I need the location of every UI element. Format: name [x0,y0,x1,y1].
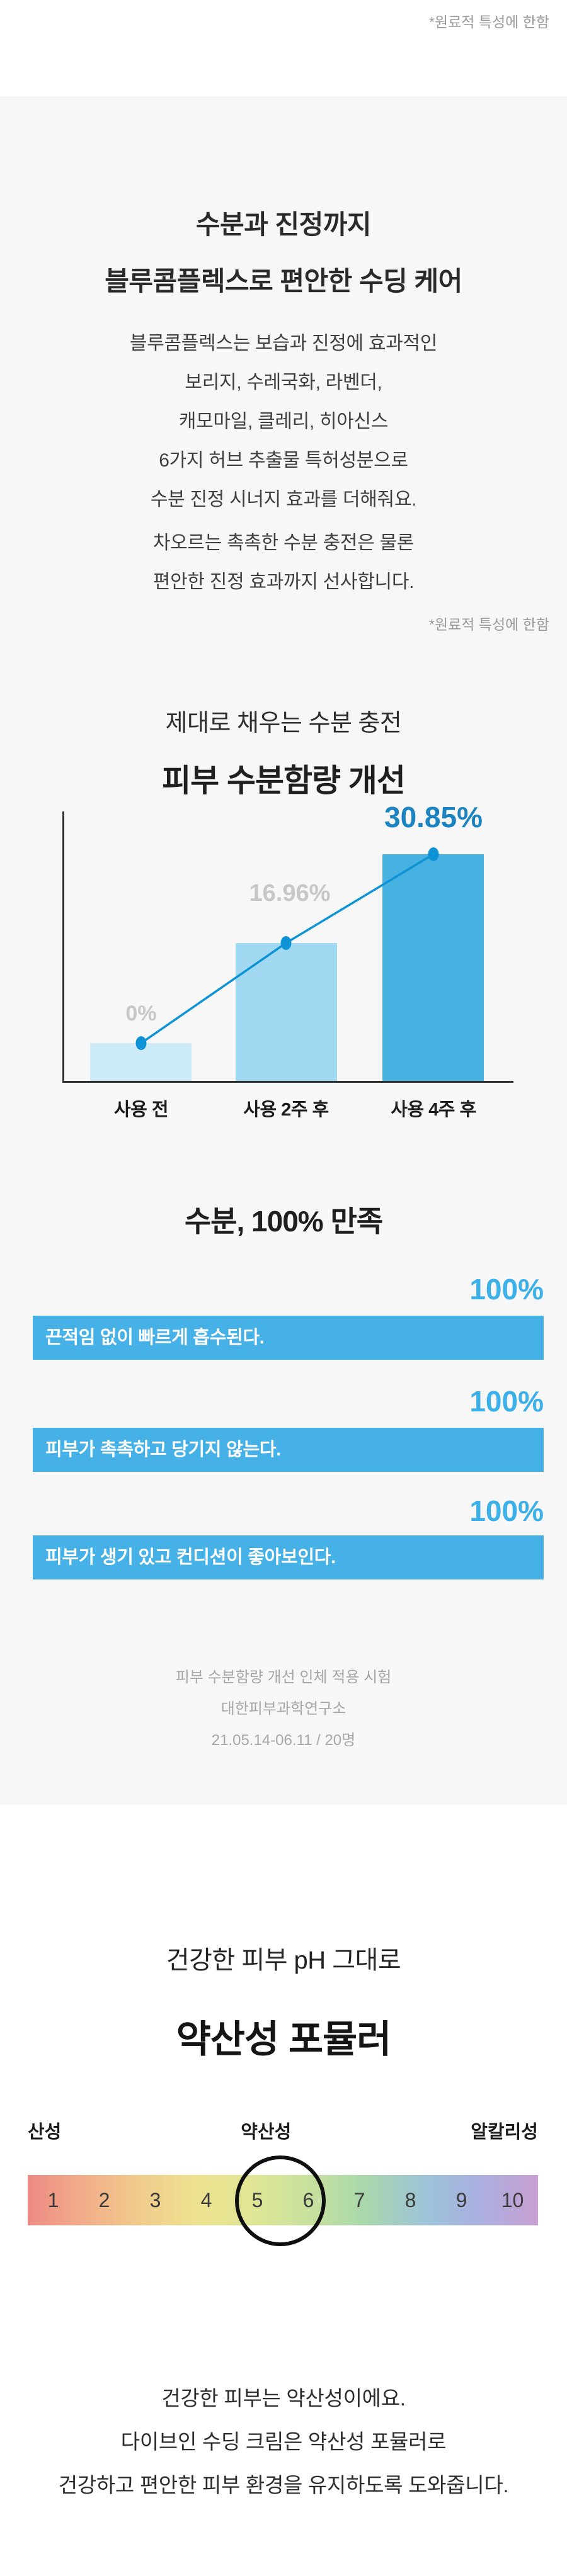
paragraph-line: 건강한 피부는 약산성이에요. [161,2387,406,2410]
chart-bar-week4 [382,854,484,1081]
ph-number-7: 7 [353,2188,365,2212]
paragraph-line: 수분 진정 시너지 효과를 더해줘요. [150,489,417,510]
paragraph-line: 건강하고 편안한 피부 환경을 유지하도록 도와줍니다. [58,2473,509,2497]
moisture-chart-subtitle: 제대로 채우는 수분 충전 [165,710,402,737]
ph-label-slightly-acidic: 약산성 [241,2122,292,2142]
footnote-line: 피부 수분함량 개선 인체 적용 시험 [175,1669,392,1686]
paragraph-line: 편안한 진정 효과까지 선사합니다. [152,572,415,592]
ph-number-4: 4 [200,2188,212,2212]
ph-highlight-circle [235,2155,326,2246]
hero-paragraph-1: 블루콤플렉스는 보습과 진정에 효과적인 보리지, 수레국화, 라벤더, 캐모마… [0,324,567,519]
satisfaction-bar-1: 끈적임 없이 빠르게 흡수된다. [33,1316,544,1360]
ph-number-1: 1 [47,2188,59,2212]
satisfaction-title: 수분, 100% 만족 [184,1205,383,1238]
footnote-line: 대한피부과학연구소 [220,1700,346,1717]
test-footnote: 피부 수분함량 개선 인체 적용 시험 대한피부과학연구소 21.05.14-0… [0,1662,567,1756]
chart-y-axis [62,811,64,1083]
hero-paragraph-2: 차오르는 촉촉한 수분 충전은 물론 편안한 진정 효과까지 선사합니다. [0,524,567,602]
satisfaction-percent-2: 100% [469,1385,544,1418]
paragraph-line: 블루콤플렉스는 보습과 진정에 효과적인 [129,333,438,354]
ingredient-disclaimer-note-chart: *원료적 특성에 한함 [428,616,549,633]
hero-title: 수분과 진정까지 블루콤플렉스로 편안한 수딩 케어 [0,196,567,310]
satisfaction-statement-3: 피부가 생기 있고 컨디션이 좋아보인다. [45,1547,336,1568]
hydration-section: 수분과 진정까지 블루콤플렉스로 편안한 수딩 케어 블루콤플렉스는 보습과 진… [0,96,567,1805]
hero-title-line-1: 수분과 진정까지 [195,210,372,239]
chart-trend-line [135,847,439,1050]
ph-number-9: 9 [455,2188,467,2212]
chart-category-week4: 사용 4주 후 [391,1100,476,1120]
paragraph-line: 다이브인 수딩 크림은 약산성 포뮬러로 [120,2430,447,2453]
paragraph-line: 보리지, 수레국화, 라벤더, [185,372,382,393]
satisfaction-bar-2: 피부가 촉촉하고 당기지 않는다. [33,1428,544,1472]
ph-number-10: 10 [501,2188,524,2212]
paragraph-line: 6가지 허브 추출물 특허성분으로 [159,450,408,471]
ph-title: 약산성 포뮬러 [176,2018,392,2060]
satisfaction-percent-1: 100% [469,1273,544,1306]
chart-category-before: 사용 전 [113,1100,169,1120]
ph-scale-labels: 산성 약산성 알칼리성 [28,2117,538,2144]
ph-label-alkaline: 알칼리성 [471,2122,538,2142]
moisture-chart-title: 피부 수분함량 개선 [162,763,406,798]
chart-value-label-week4: 30.85% [384,801,483,833]
satisfaction-bar-3: 피부가 생기 있고 컨디션이 좋아보인다. [33,1535,544,1579]
footnote-line: 21.05.14-06.11 / 20명 [211,1732,356,1749]
satisfaction-statement-2: 피부가 촉촉하고 당기지 않는다. [45,1440,281,1460]
chart-value-label-before: 0% [125,1002,157,1025]
chart-x-axis [62,1081,513,1083]
paragraph-line: 차오르는 촉촉한 수분 충전은 물론 [152,533,415,553]
satisfaction-percent-3: 100% [469,1494,544,1527]
ph-number-8: 8 [404,2188,416,2212]
satisfaction-statement-1: 끈적임 없이 빠르게 흡수된다. [45,1328,265,1348]
hero-title-line-2: 블루콤플렉스로 편안한 수딩 케어 [105,266,462,296]
ingredient-disclaimer-note-top: *원료적 특성에 한함 [428,14,549,30]
paragraph-line: 캐모마일, 클레리, 히아신스 [178,411,389,432]
ph-number-3: 3 [149,2188,161,2212]
chart-value-label-week2: 16.96% [249,880,331,907]
ph-number-2: 2 [98,2188,110,2212]
ph-description: 건강한 피부는 약산성이에요. 다이브인 수딩 크림은 약산성 포뮬러로 건강하… [0,2376,567,2507]
ph-label-acidic: 산성 [28,2122,62,2142]
chart-category-week2: 사용 2주 후 [243,1100,329,1120]
ph-subtitle: 건강한 피부 pH 그대로 [166,1946,401,1974]
